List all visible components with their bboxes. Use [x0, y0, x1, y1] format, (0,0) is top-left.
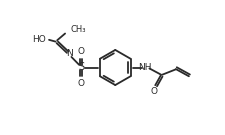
- Text: O: O: [78, 47, 84, 56]
- Text: HO: HO: [32, 35, 45, 44]
- Text: S: S: [78, 63, 84, 72]
- Text: NH: NH: [138, 63, 151, 72]
- Text: N: N: [66, 50, 73, 58]
- Text: CH₃: CH₃: [70, 25, 86, 34]
- Text: O: O: [78, 79, 84, 88]
- Text: O: O: [150, 87, 157, 96]
